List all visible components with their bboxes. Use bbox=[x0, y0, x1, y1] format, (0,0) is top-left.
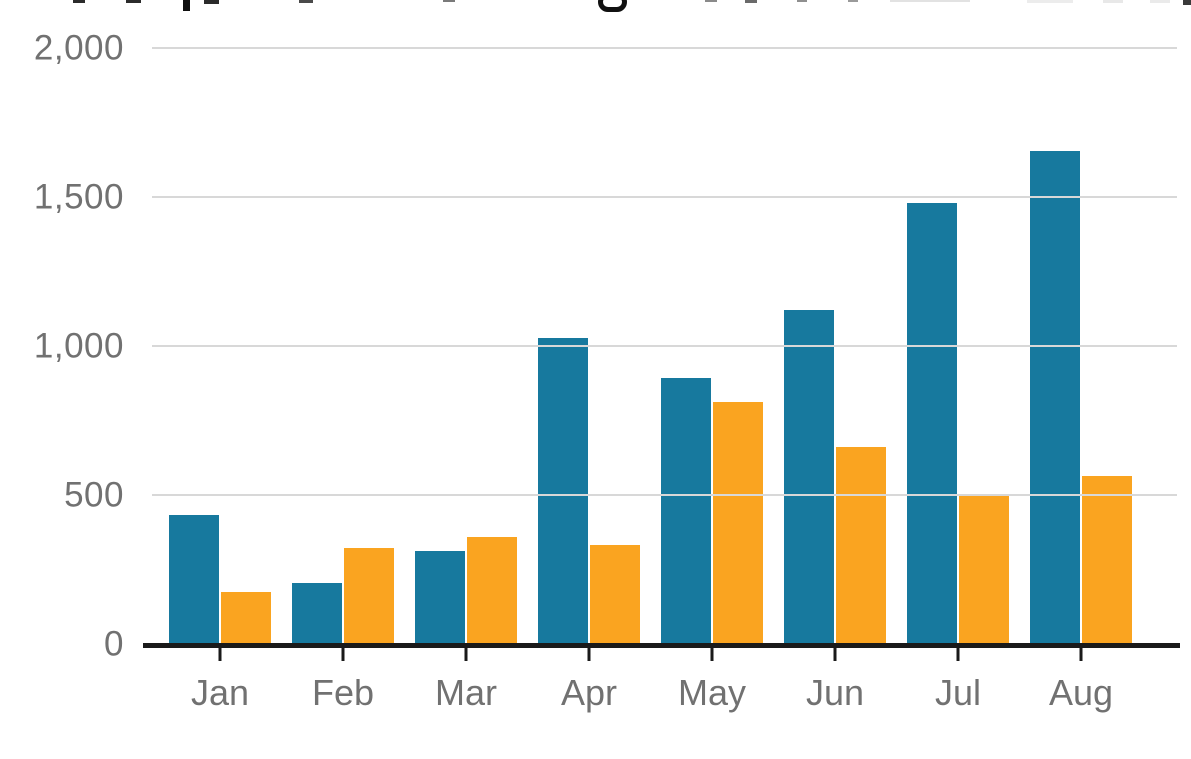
orange-bar-apr bbox=[590, 545, 640, 643]
bar-group-jun: Jun bbox=[784, 310, 886, 711]
title-fragment bbox=[1103, 0, 1123, 3]
x-tick-label-aug: Aug bbox=[1048, 672, 1114, 713]
title-fragment bbox=[126, 0, 141, 3]
teal-bar-jan bbox=[169, 515, 219, 643]
y-tick-label-1500: 1,500 bbox=[33, 177, 124, 217]
title-fragment bbox=[299, 0, 313, 3]
orange-bar-jun bbox=[836, 447, 886, 643]
gridline-1500 bbox=[152, 196, 1177, 198]
x-tick-label-mar: Mar bbox=[435, 672, 497, 713]
x-tick-label-apr: Apr bbox=[560, 672, 618, 713]
title-fragment bbox=[1150, 0, 1170, 3]
x-tick-label-may: May bbox=[677, 672, 747, 713]
teal-bar-apr bbox=[538, 338, 588, 643]
x-axis-line bbox=[143, 643, 1180, 648]
teal-bar-feb bbox=[292, 583, 342, 643]
teal-bar-jul bbox=[907, 203, 957, 643]
title-fragment bbox=[745, 0, 757, 3]
bar-group-aug: Aug bbox=[1030, 151, 1132, 711]
bars-container: Jan Feb Mar Apr May Jun Jul Aug bbox=[120, 48, 1180, 711]
title-fragment bbox=[443, 0, 455, 2]
x-tick-label-jun: Jun bbox=[805, 672, 865, 713]
gridline-500 bbox=[152, 494, 1177, 496]
y-tick-label-1000: 1,000 bbox=[33, 326, 124, 366]
bar-group-jan: Jan bbox=[169, 515, 271, 711]
teal-bar-may bbox=[661, 378, 711, 643]
title-fragment bbox=[797, 0, 807, 2]
title-fragment bbox=[204, 0, 219, 4]
y-tick-label-2000: 2,000 bbox=[33, 28, 124, 68]
y-tick-label-0: 0 bbox=[104, 624, 124, 664]
bar-group-apr: Apr bbox=[538, 338, 640, 711]
bar-group-feb: Feb bbox=[292, 548, 394, 711]
x-tick-label-feb: Feb bbox=[311, 672, 375, 713]
title-fragment bbox=[705, 0, 717, 2]
orange-bar-feb bbox=[344, 548, 394, 643]
bar-group-jul: Jul bbox=[907, 203, 1009, 711]
orange-bar-may bbox=[713, 402, 763, 643]
gridline-2000 bbox=[152, 47, 1177, 49]
teal-bar-aug bbox=[1030, 151, 1080, 643]
title-fragment bbox=[73, 0, 85, 3]
orange-bar-jul bbox=[959, 494, 1009, 643]
bar-group-may: May bbox=[661, 378, 763, 711]
gridline-1000 bbox=[152, 345, 1177, 347]
title-fragment bbox=[1183, 0, 1191, 5]
title-fragment bbox=[183, 0, 190, 11]
orange-bar-jan bbox=[221, 592, 271, 643]
y-tick-label-500: 500 bbox=[64, 475, 124, 515]
cropped-title-fragments bbox=[0, 0, 1191, 16]
title-fragment bbox=[890, 0, 970, 2]
teal-bar-jun bbox=[784, 310, 834, 643]
orange-bar-mar bbox=[467, 537, 517, 643]
x-tick-label-jan: Jan bbox=[190, 672, 250, 713]
teal-bar-mar bbox=[415, 551, 465, 643]
title-fragment bbox=[848, 0, 858, 2]
title-fragment bbox=[1027, 0, 1073, 3]
orange-bar-aug bbox=[1082, 476, 1132, 643]
title-fragment-g-descender bbox=[598, 0, 627, 12]
x-tick-label-jul: Jul bbox=[934, 672, 982, 713]
bar-group-mar: Mar bbox=[415, 537, 517, 711]
